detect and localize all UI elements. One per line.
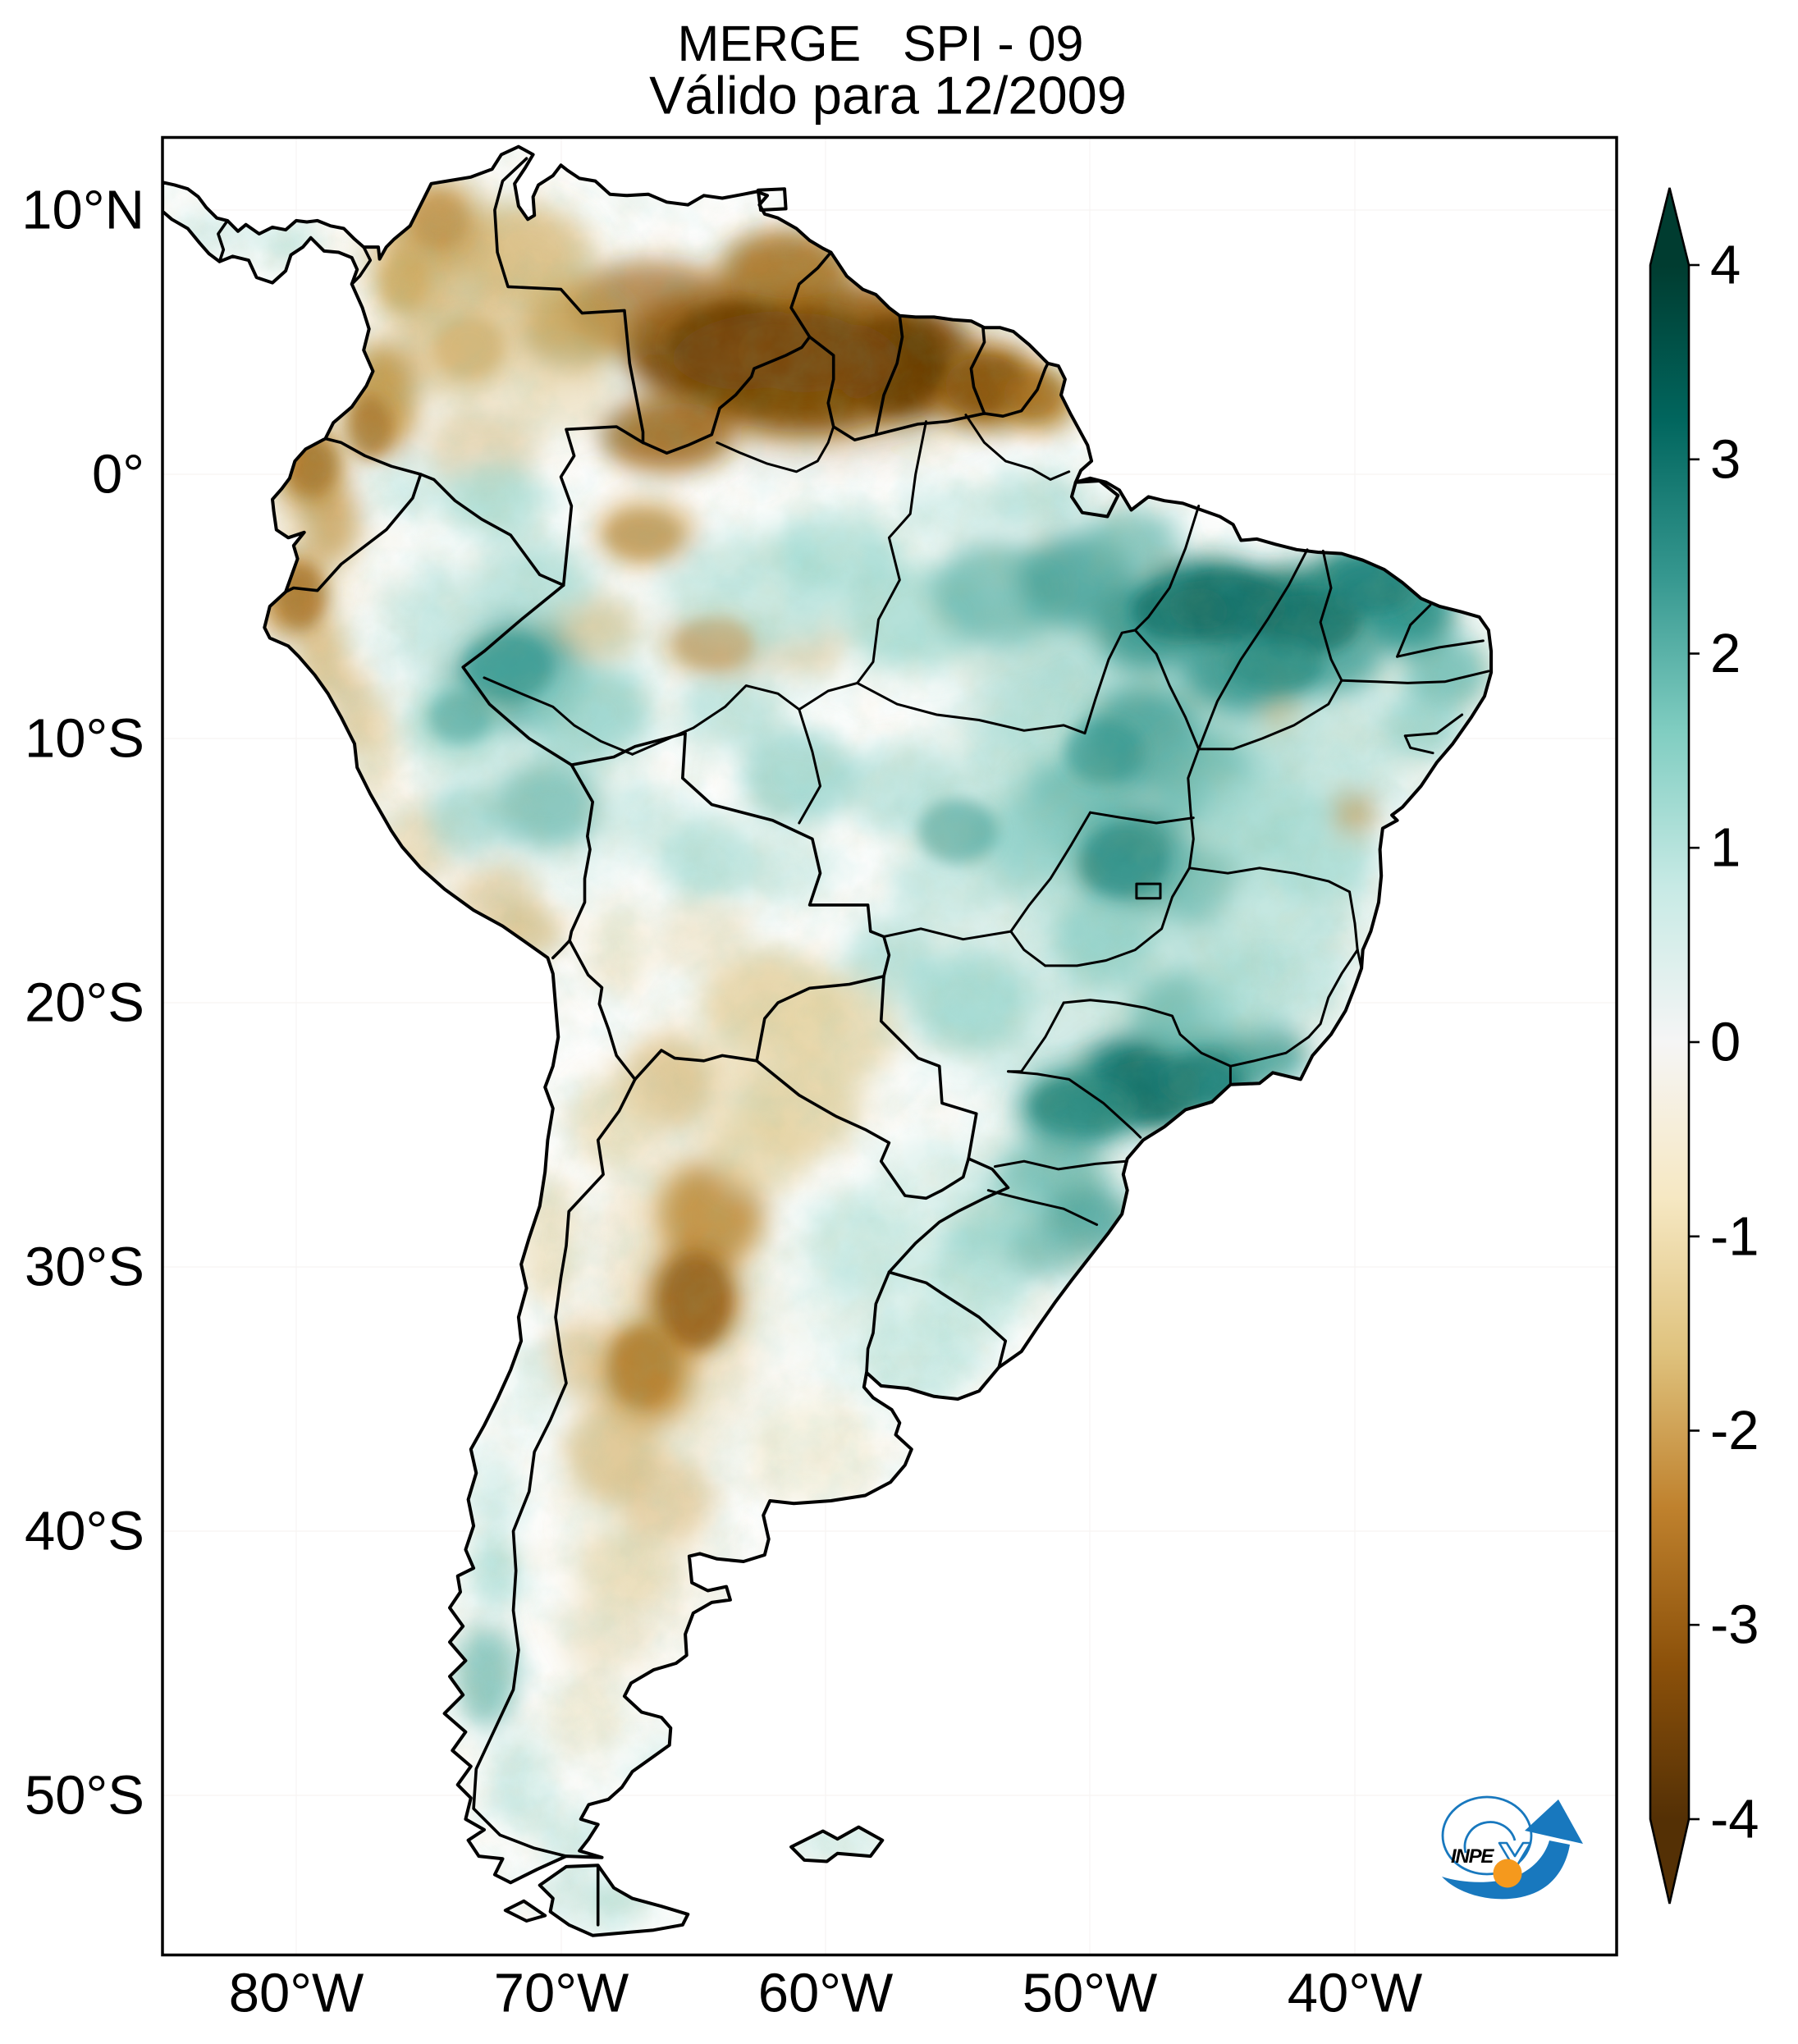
svg-text:50°S: 50°S: [25, 1765, 144, 1827]
svg-text:0: 0: [1710, 1012, 1741, 1073]
svg-text:10°N: 10°N: [21, 180, 144, 241]
svg-text:0°: 0°: [92, 444, 144, 505]
svg-text:INPE: INPE: [1451, 1845, 1494, 1868]
svg-text:4: 4: [1710, 235, 1741, 296]
svg-text:40°W: 40°W: [1288, 1963, 1423, 2024]
svg-text:50°W: 50°W: [1023, 1963, 1158, 2024]
svg-text:20°S: 20°S: [25, 972, 144, 1034]
svg-text:3: 3: [1710, 428, 1741, 490]
svg-text:1: 1: [1710, 817, 1741, 879]
svg-text:80°W: 80°W: [229, 1963, 364, 2024]
svg-text:10°S: 10°S: [25, 708, 144, 770]
svg-text:30°S: 30°S: [25, 1237, 144, 1298]
svg-text:-4: -4: [1710, 1789, 1759, 1850]
svg-text:-3: -3: [1710, 1594, 1759, 1656]
svg-text:MERGE SPI - 09: MERGE SPI - 09: [678, 16, 1084, 71]
svg-text:70°W: 70°W: [494, 1963, 629, 2024]
svg-text:-2: -2: [1710, 1400, 1759, 1461]
svg-text:40°S: 40°S: [25, 1501, 144, 1562]
svg-text:2: 2: [1710, 623, 1741, 684]
svg-text:Válido para 12/2009: Válido para 12/2009: [649, 66, 1127, 126]
svg-text:-1: -1: [1710, 1205, 1759, 1267]
svg-text:60°W: 60°W: [758, 1963, 894, 2024]
